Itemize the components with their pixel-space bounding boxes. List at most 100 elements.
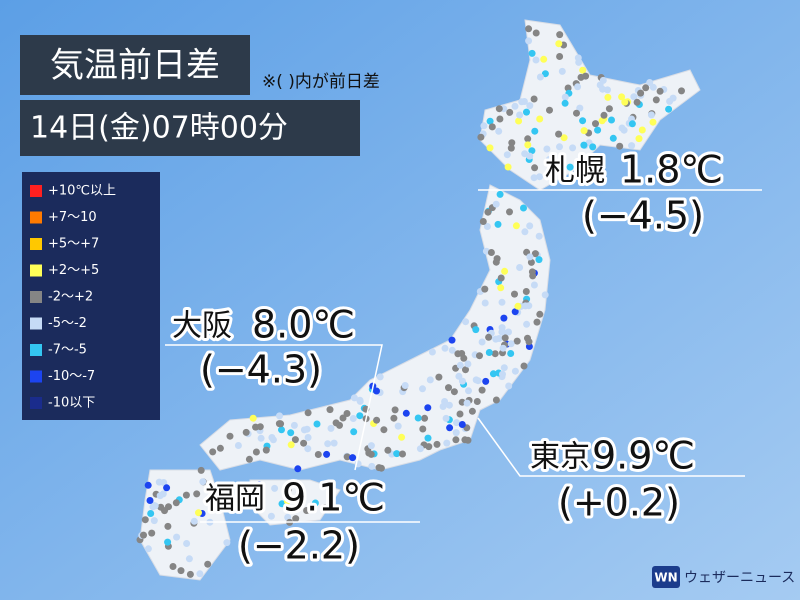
- station-dot: [496, 190, 504, 198]
- station-dot: [336, 421, 343, 429]
- station-dot: [536, 310, 544, 318]
- station-dot: [435, 373, 443, 381]
- station-dot: [323, 450, 331, 458]
- station-dot: [582, 72, 590, 80]
- station-dot: [164, 538, 172, 546]
- station-dot: [520, 204, 527, 212]
- station-dot: [424, 434, 432, 442]
- station-dot: [561, 99, 569, 107]
- legend: [22, 172, 160, 420]
- station-dot: [295, 489, 303, 496]
- station-dot: [452, 436, 460, 444]
- station-dot: [349, 415, 357, 422]
- station-dot: [401, 382, 409, 389]
- station-dot: [458, 377, 466, 385]
- station-dot: [450, 388, 458, 396]
- station-dot: [520, 98, 528, 105]
- station-dot: [530, 281, 538, 289]
- station-dot: [528, 49, 536, 57]
- station-dot: [419, 385, 426, 393]
- station-dot: [185, 555, 193, 563]
- station-dot: [646, 79, 654, 86]
- station-dot: [589, 143, 597, 151]
- station-dot: [463, 399, 471, 407]
- station-dot: [356, 396, 364, 404]
- station-dot: [656, 87, 664, 95]
- station-dot: [416, 445, 424, 453]
- station-dot: [428, 348, 436, 356]
- station-dot: [531, 127, 539, 135]
- station-dot: [481, 285, 489, 293]
- station-dot: [556, 143, 563, 151]
- station-dot: [649, 118, 657, 126]
- station-dot: [257, 434, 265, 442]
- station-dot: [368, 462, 376, 470]
- station-dot: [512, 222, 520, 230]
- station-dot: [356, 412, 364, 420]
- station-dot: [594, 126, 602, 134]
- legend-swatch: [30, 291, 42, 303]
- station-dot: [609, 134, 617, 142]
- station-dot: [524, 141, 532, 149]
- station-dot: [439, 403, 447, 410]
- station-dot: [458, 421, 466, 428]
- station-dot: [373, 416, 381, 424]
- station-dot: [514, 302, 522, 310]
- station-dot: [508, 139, 516, 147]
- station-dot: [505, 328, 512, 336]
- legend-label: +7〜10: [48, 210, 97, 225]
- station-dot: [525, 37, 533, 45]
- station-dot: [421, 414, 429, 422]
- legend-swatch: [30, 264, 42, 277]
- station-dot: [486, 117, 494, 125]
- station-dot: [566, 163, 574, 171]
- city-name: 東京: [530, 440, 590, 475]
- station-dot: [199, 478, 207, 486]
- station-dot: [669, 94, 677, 102]
- station-dot: [507, 340, 515, 348]
- station-dot: [190, 517, 198, 525]
- station-dot: [399, 450, 406, 458]
- station-dot: [300, 439, 308, 447]
- station-dot: [496, 115, 504, 123]
- station-dot: [500, 364, 508, 372]
- station-dot: [275, 420, 283, 428]
- station-dot: [472, 326, 480, 334]
- station-dot: [555, 40, 563, 48]
- station-dot: [196, 570, 204, 578]
- station-dot: [488, 123, 496, 131]
- station-dot: [618, 93, 626, 101]
- station-dot: [498, 298, 506, 306]
- station-dot: [373, 387, 380, 395]
- station-dot: [330, 439, 338, 447]
- station-dot: [628, 142, 636, 150]
- station-dot: [480, 122, 488, 130]
- logo-mark: [652, 566, 680, 588]
- city-name: 大阪: [172, 309, 232, 344]
- station-dot: [462, 318, 470, 326]
- station-dot: [163, 484, 171, 492]
- station-dot: [426, 376, 434, 384]
- station-dot: [197, 466, 205, 474]
- logo-mark-text: WN: [654, 571, 677, 585]
- legend-swatch: [30, 211, 42, 224]
- station-dot: [638, 126, 646, 134]
- station-dot: [527, 258, 535, 266]
- station-dot: [304, 445, 312, 453]
- station-dot: [497, 284, 505, 292]
- station-dot: [525, 338, 533, 346]
- station-dot: [526, 102, 534, 110]
- station-dot: [278, 426, 285, 434]
- station-dot: [155, 478, 163, 486]
- station-dot: [481, 299, 489, 307]
- station-dot: [495, 105, 503, 113]
- station-dot: [505, 382, 513, 390]
- station-dot: [504, 163, 512, 171]
- station-dot: [150, 517, 158, 525]
- station-dot: [599, 76, 607, 84]
- station-dot: [600, 111, 608, 119]
- city-temp: 1.8℃: [620, 148, 723, 192]
- station-dot: [526, 222, 534, 230]
